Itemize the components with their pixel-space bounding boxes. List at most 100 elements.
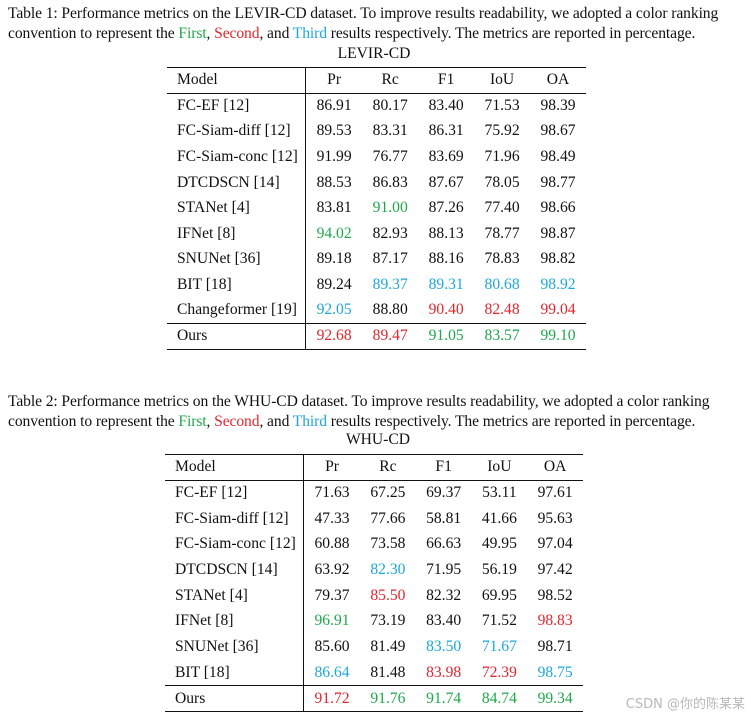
metric-cell: 83.40 [428, 97, 464, 115]
metric-cell: 98.75 [537, 663, 573, 681]
table1-caption: Table 1: Performance metrics on the LEVI… [8, 4, 746, 44]
model-name: Ours [167, 322, 306, 350]
caption-sep: , and [259, 413, 293, 430]
model-name: IFNet [8] [165, 608, 304, 635]
metric-cell: 47.33 [314, 509, 350, 527]
metric-cell: 92.05 [316, 301, 352, 319]
metric-cell: 60.88 [314, 535, 350, 553]
metric-cell: 86.83 [372, 173, 408, 191]
caption-sep: , [206, 25, 215, 42]
model-name: FC-EF [12] [165, 480, 304, 506]
table-row: FC-Siam-diff [12] 47.33 77.66 58.81 41.66 95.… [165, 505, 583, 532]
table-header-row: Model Pr Rc F1 IoU OA [167, 67, 586, 94]
metric-cell: 98.66 [540, 199, 576, 217]
caption-first: First [178, 413, 207, 430]
metric-cell: 89.31 [428, 276, 464, 294]
metric-cell: 86.31 [428, 122, 464, 140]
metric-cell: 91.05 [418, 322, 475, 350]
model-name: STANet [4] [167, 195, 306, 222]
metric-cell: 97.42 [537, 561, 573, 579]
metric-cell: 78.05 [484, 173, 520, 191]
column-header: F1 [415, 454, 472, 481]
metric-cell: 98.67 [540, 122, 576, 140]
metric-cell: 85.60 [314, 638, 350, 656]
metric-cell: 88.80 [372, 301, 408, 319]
metric-cell: 69.95 [481, 586, 517, 604]
column-header: OA [527, 454, 583, 481]
metric-cell: 83.40 [426, 612, 462, 630]
model-name: FC-EF [12] [167, 93, 306, 119]
metric-cell: 88.53 [316, 173, 352, 191]
table-header-row: Model Pr Rc F1 IoU OA [165, 454, 583, 481]
table-row: FC-EF [12] 86.91 80.17 83.40 71.53 98.39 [167, 93, 586, 119]
metric-cell: 78.83 [484, 250, 520, 268]
caption-first: First [178, 25, 207, 42]
table-row: IFNet [8] 94.02 82.93 88.13 78.77 98.87 [167, 221, 586, 247]
metric-cell: 99.34 [527, 685, 583, 712]
table-row: IFNet [8] 96.91 73.19 83.40 71.52 98.83 [165, 608, 583, 635]
metric-cell: 49.95 [481, 535, 517, 553]
caption-text: results respectively. The metrics are re… [326, 413, 696, 430]
table2-dataset-title: WHU-CD [345, 431, 411, 448]
metric-cell: 99.10 [530, 322, 586, 350]
metric-cell: 58.81 [426, 509, 462, 527]
metric-cell: 89.47 [362, 322, 419, 350]
metric-cell: 81.49 [370, 638, 406, 656]
metric-cell: 88.13 [428, 224, 464, 242]
metric-cell: 73.58 [370, 535, 406, 553]
column-header: F1 [418, 67, 475, 94]
metric-cell: 83.69 [428, 148, 464, 166]
caption-second: Second [214, 25, 260, 42]
metric-cell: 99.04 [540, 301, 576, 319]
table-row: SNUNet [36] 85.60 81.49 83.50 71.67 98.71 [165, 634, 583, 660]
metric-cell: 95.63 [537, 509, 573, 527]
table-row: Ours 92.68 89.47 91.05 83.57 99.10 [167, 322, 586, 350]
metric-cell: 41.66 [481, 509, 517, 527]
caption-text: Table 2: Performance metrics on the WHU-… [8, 393, 710, 430]
metric-cell: 87.67 [428, 173, 464, 191]
metric-cell: 77.66 [370, 509, 406, 527]
model-name: DTCDSCN [14] [167, 169, 306, 196]
column-header: Pr [305, 67, 363, 94]
metric-cell: 97.04 [537, 535, 573, 553]
metric-cell: 98.82 [540, 250, 576, 268]
metric-cell: 94.02 [316, 224, 352, 242]
caption-third: Third [292, 413, 327, 430]
levir-cd-table: Model Pr Rc F1 IoU OA FC-EF [12] 86.91 80.17 83.4… [167, 67, 586, 350]
watermark: CSDN @你的陈某某 [625, 697, 745, 712]
column-header: OA [530, 67, 586, 94]
metric-cell: 98.39 [540, 97, 576, 115]
metric-cell: 82.93 [372, 224, 408, 242]
model-name: BIT [18] [165, 660, 304, 686]
table1-dataset-title: LEVIR-CD [337, 45, 411, 62]
metric-cell: 81.48 [370, 663, 406, 681]
metric-cell: 98.52 [537, 586, 573, 604]
column-header: IoU [471, 454, 528, 481]
column-header: IoU [474, 67, 531, 94]
column-header: Model [167, 67, 306, 94]
metric-cell: 85.50 [370, 586, 406, 604]
table-row: BIT [18] 89.24 89.37 89.31 80.68 98.92 [167, 272, 586, 298]
table-row: Ours 91.72 91.76 91.74 84.74 99.34 [165, 685, 583, 712]
metric-cell: 82.30 [370, 561, 406, 579]
metric-cell: 83.81 [316, 199, 352, 217]
model-name: BIT [18] [167, 272, 306, 298]
metric-cell: 87.17 [372, 250, 408, 268]
metric-cell: 82.48 [484, 301, 520, 319]
model-name: FC-Siam-conc [12] [165, 531, 304, 558]
column-header: Pr [303, 454, 361, 481]
table-row: STANet [4] 79.37 85.50 82.32 69.95 98.52 [165, 582, 583, 609]
table-row: Changeformer [19] 92.05 88.80 90.40 82.48 99.… [167, 297, 586, 324]
metric-cell: 83.57 [474, 322, 531, 350]
metric-cell: 82.32 [426, 586, 462, 604]
metric-cell: 71.63 [314, 484, 350, 502]
metric-cell: 80.17 [372, 97, 408, 115]
metric-cell: 79.37 [314, 586, 350, 604]
metric-cell: 76.77 [372, 148, 408, 166]
table-row: FC-Siam-conc [12] 91.99 76.77 83.69 71.96 98.… [167, 144, 586, 170]
model-name: IFNet [8] [167, 221, 306, 247]
metric-cell: 91.76 [360, 685, 416, 712]
column-header: Rc [362, 67, 419, 94]
metric-cell: 83.50 [426, 638, 462, 656]
model-name: FC-Siam-diff [12] [167, 118, 306, 145]
